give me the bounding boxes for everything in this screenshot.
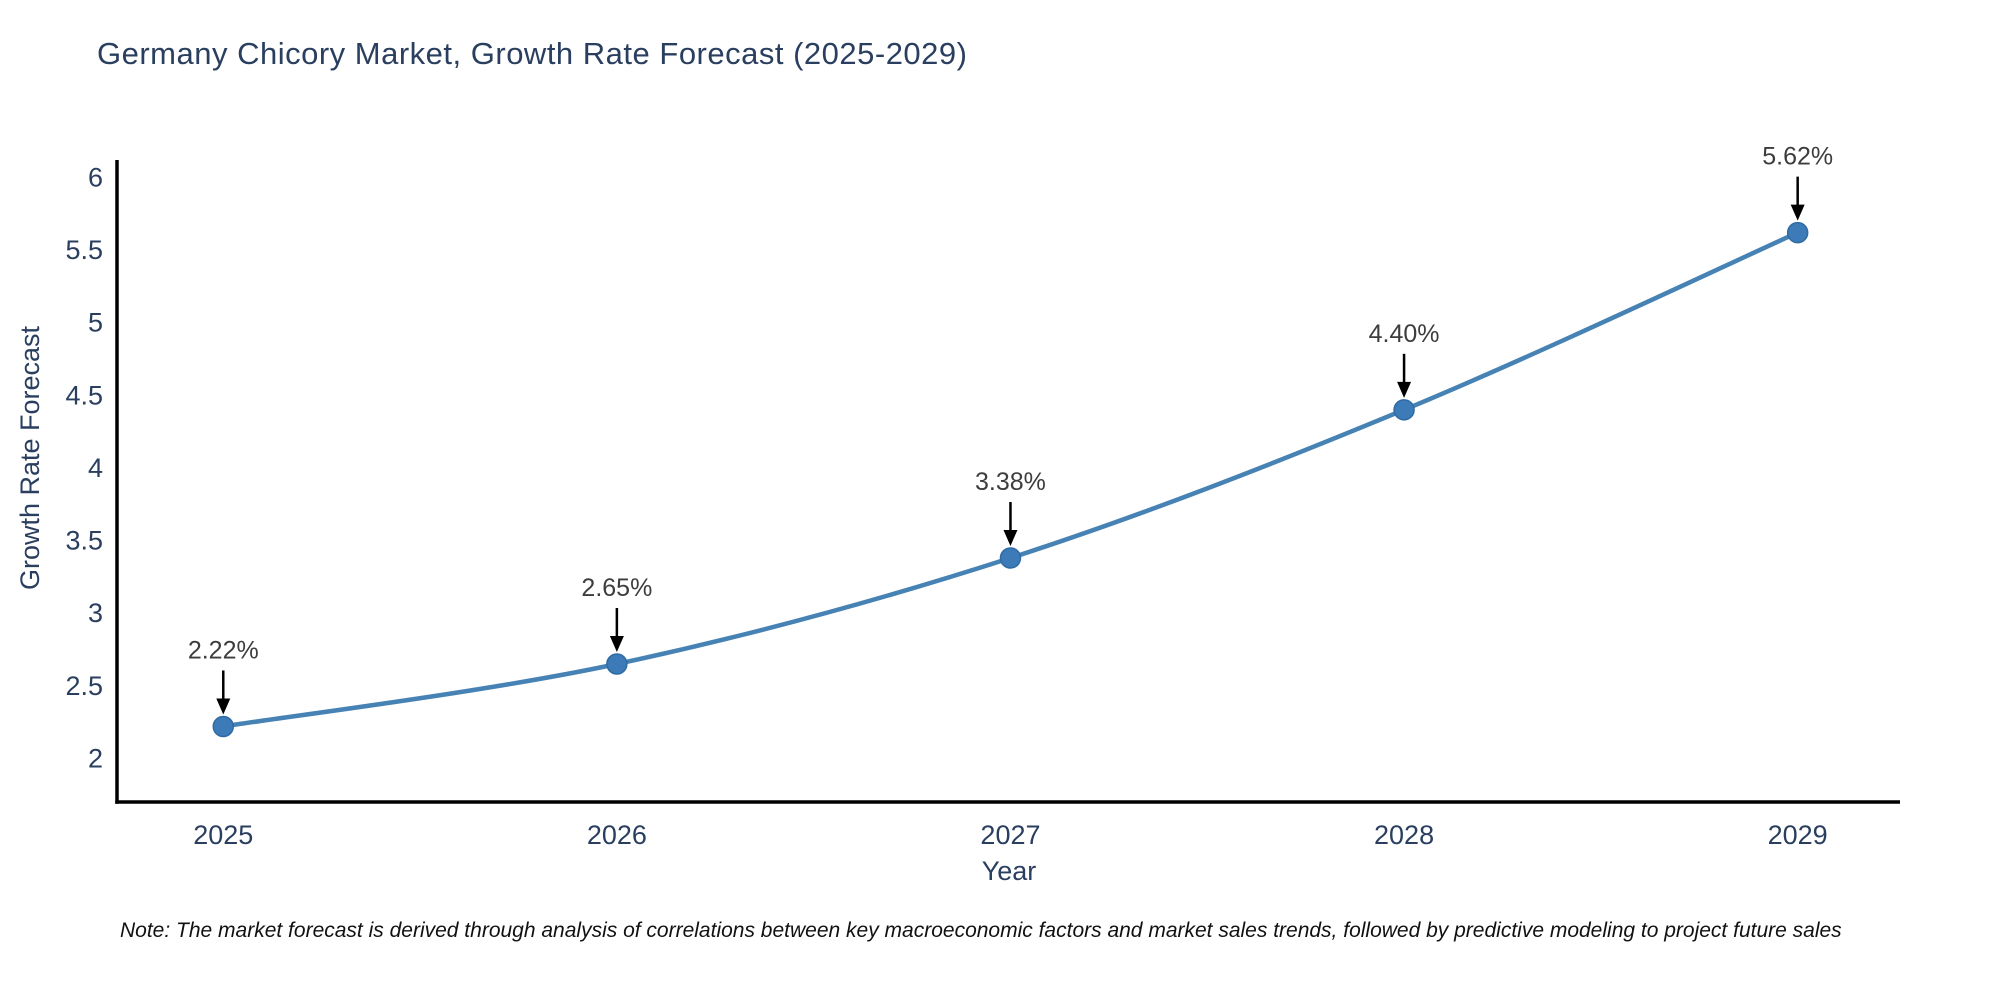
annotation-arrowhead (1790, 204, 1805, 221)
y-tick-label: 5 (88, 308, 103, 338)
point-value-label: 5.62% (1762, 143, 1833, 171)
x-tick-label: 2026 (587, 820, 647, 850)
chart-title: Germany Chicory Market, Growth Rate Fore… (97, 36, 968, 71)
data-point-marker (1393, 399, 1415, 421)
data-point-marker (212, 715, 235, 738)
point-value-label: 3.38% (975, 468, 1046, 496)
y-tick-label: 3 (88, 598, 103, 628)
annotation-arrowhead (1397, 381, 1412, 398)
y-tick-label: 5.5 (65, 235, 103, 265)
annotation-arrowhead (1003, 529, 1018, 546)
x-tick-label: 2028 (1374, 820, 1434, 850)
point-value-label: 4.40% (1369, 320, 1440, 348)
data-point-marker (1786, 221, 1809, 244)
footnote: Note: The market forecast is derived thr… (120, 919, 1842, 942)
annotation-arrowhead (609, 636, 624, 653)
x-tick-label: 2025 (193, 820, 253, 850)
point-value-label: 2.22% (188, 636, 259, 664)
y-tick-label: 4.5 (65, 380, 103, 410)
y-axis-title: Growth Rate Forecast (15, 325, 45, 591)
point-value-label: 2.65% (581, 574, 652, 602)
y-tick-label: 3.5 (65, 526, 103, 556)
x-axis-title: Year (981, 856, 1037, 886)
y-tick-label: 6 (88, 162, 103, 192)
annotation-arrowhead (216, 698, 231, 715)
y-tick-label: 2.5 (65, 671, 103, 701)
data-point-marker (606, 653, 628, 675)
y-tick-label: 2 (88, 743, 103, 773)
y-tick-label: 4 (88, 453, 103, 483)
data-point-marker (999, 547, 1022, 569)
x-tick-label: 2027 (980, 820, 1040, 850)
x-tick-label: 2029 (1768, 820, 1828, 850)
